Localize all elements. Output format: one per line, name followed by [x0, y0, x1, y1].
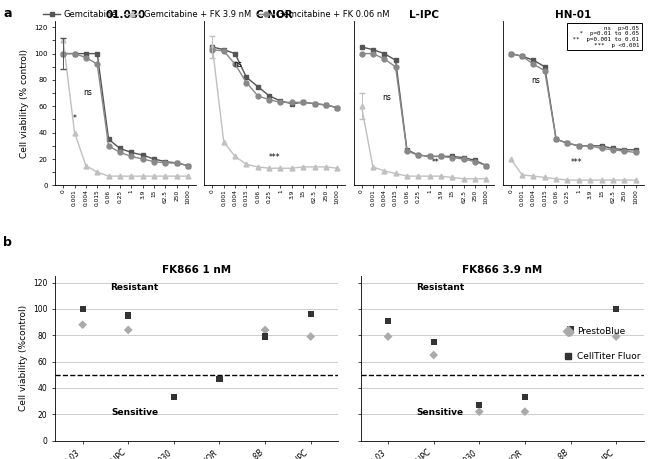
Point: [520, 393, 530, 401]
Point: [611, 333, 621, 340]
Point: [168, 393, 179, 401]
Legend: Gemcitabine, Gemcitabine + FK 3.9 nM, Gemcitabine + FK 0.06 nM: Gemcitabine, Gemcitabine + FK 3.9 nM, Ge…: [40, 6, 393, 22]
Text: ns: ns: [531, 76, 540, 85]
Title: FK866 1 nM: FK866 1 nM: [162, 265, 231, 275]
Text: Resistant: Resistant: [111, 283, 159, 291]
Title: 01.030: 01.030: [105, 10, 146, 20]
Point: [306, 310, 316, 318]
Point: [77, 305, 88, 313]
Text: ns: ns: [84, 88, 92, 97]
Y-axis label: Cell viability (% control): Cell viability (% control): [20, 49, 29, 157]
Title: C-NOR: C-NOR: [256, 10, 294, 20]
Point: [123, 312, 133, 319]
Text: b: b: [3, 236, 12, 249]
Point: [428, 351, 439, 358]
Text: ns: ns: [382, 93, 391, 102]
Point: [611, 305, 621, 313]
Point: [214, 375, 225, 382]
Text: ***: ***: [571, 158, 582, 167]
Point: [77, 321, 88, 328]
Point: [566, 325, 576, 332]
Point: [474, 401, 484, 409]
Text: Sensitive: Sensitive: [111, 408, 158, 417]
Point: [306, 333, 316, 340]
Y-axis label: Cell viability (%control): Cell viability (%control): [19, 305, 27, 411]
Point: [260, 333, 270, 340]
Point: [474, 408, 484, 415]
Point: [566, 329, 576, 336]
Point: [428, 338, 439, 346]
Text: Sensitive: Sensitive: [416, 408, 463, 417]
Point: [383, 333, 393, 340]
Text: Resistant: Resistant: [416, 283, 464, 291]
Point: [260, 326, 270, 334]
Text: a: a: [3, 7, 12, 20]
Title: HN-01: HN-01: [555, 10, 592, 20]
Legend: PrestoBlue, CellTiter Fluor: PrestoBlue, CellTiter Fluor: [560, 324, 644, 365]
Text: ns: ns: [233, 61, 242, 69]
Text: *: *: [73, 114, 77, 123]
Point: [123, 326, 133, 334]
Point: [520, 408, 530, 415]
Text: ns  p>0.05
   *  p=0.01 to 0.05
 **  p=0.001 to 0.01
***  p <0.001: ns p>0.05 * p=0.01 to 0.05 ** p=0.001 to…: [569, 26, 640, 48]
Text: ***: ***: [269, 153, 281, 162]
Text: **: **: [432, 158, 439, 167]
Title: FK866 3.9 nM: FK866 3.9 nM: [462, 265, 542, 275]
Point: [383, 317, 393, 325]
Title: L-IPC: L-IPC: [409, 10, 439, 20]
